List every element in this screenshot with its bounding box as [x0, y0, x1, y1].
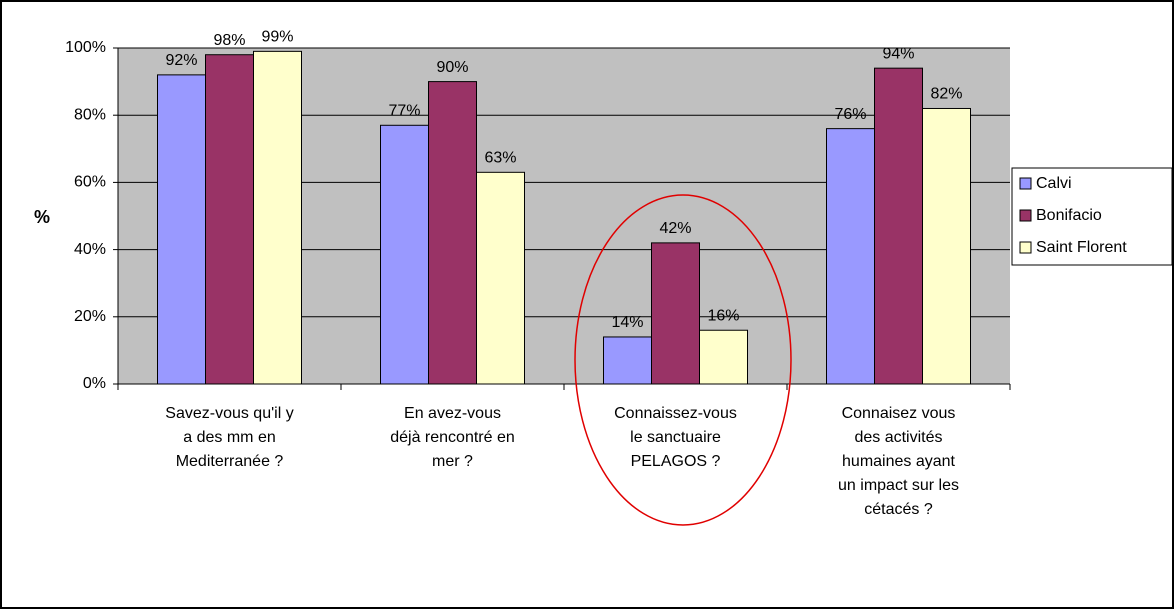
x-tick-label: En avez-vous déjà rencontré en mer ?	[390, 405, 515, 470]
x-tick-label: Connaisez vous des activités humaines ay…	[838, 405, 959, 518]
highlight-ellipse	[574, 194, 792, 526]
value-label: 98%	[213, 32, 245, 49]
value-label: 94%	[882, 45, 914, 62]
value-label: 77%	[388, 102, 420, 119]
legend-swatch	[1019, 177, 1032, 190]
value-label: 90%	[436, 59, 468, 76]
legend-box	[1011, 167, 1173, 266]
value-label: 14%	[611, 314, 643, 331]
value-label: 76%	[834, 106, 866, 123]
x-tick-label: Connaissez-vous le sanctuaire PELAGOS ?	[614, 405, 737, 470]
y-tick-label: 100%	[65, 39, 106, 56]
value-label: 82%	[930, 86, 962, 103]
value-label: 99%	[261, 29, 293, 46]
legend-swatch	[1019, 209, 1032, 222]
bar	[157, 74, 206, 385]
bar	[826, 128, 875, 385]
bar	[651, 242, 700, 385]
bar	[874, 67, 923, 385]
y-tick-label: 80%	[74, 106, 106, 123]
y-axis-label: %	[34, 207, 50, 227]
y-tick-label: 0%	[83, 375, 106, 392]
value-label: 42%	[659, 220, 691, 237]
value-label: 16%	[707, 307, 739, 324]
bar	[205, 54, 254, 385]
bar	[253, 50, 302, 385]
x-tick-label: Savez-vous qu'il y a des mm en Mediterra…	[165, 405, 294, 470]
bar	[603, 336, 652, 385]
value-label: 63%	[484, 150, 516, 167]
legend-label: Calvi	[1036, 175, 1072, 192]
bar	[428, 81, 477, 385]
y-tick-label: 40%	[74, 241, 106, 258]
legend-label: Saint Florent	[1036, 239, 1127, 256]
legend-label: Bonifacio	[1036, 207, 1102, 224]
y-tick-label: 20%	[74, 308, 106, 325]
bar	[476, 171, 525, 385]
legend-swatch	[1019, 241, 1032, 254]
bar	[922, 107, 971, 385]
value-label: 92%	[165, 52, 197, 69]
bar	[699, 329, 748, 385]
bar	[380, 124, 429, 385]
y-tick-label: 60%	[74, 174, 106, 191]
